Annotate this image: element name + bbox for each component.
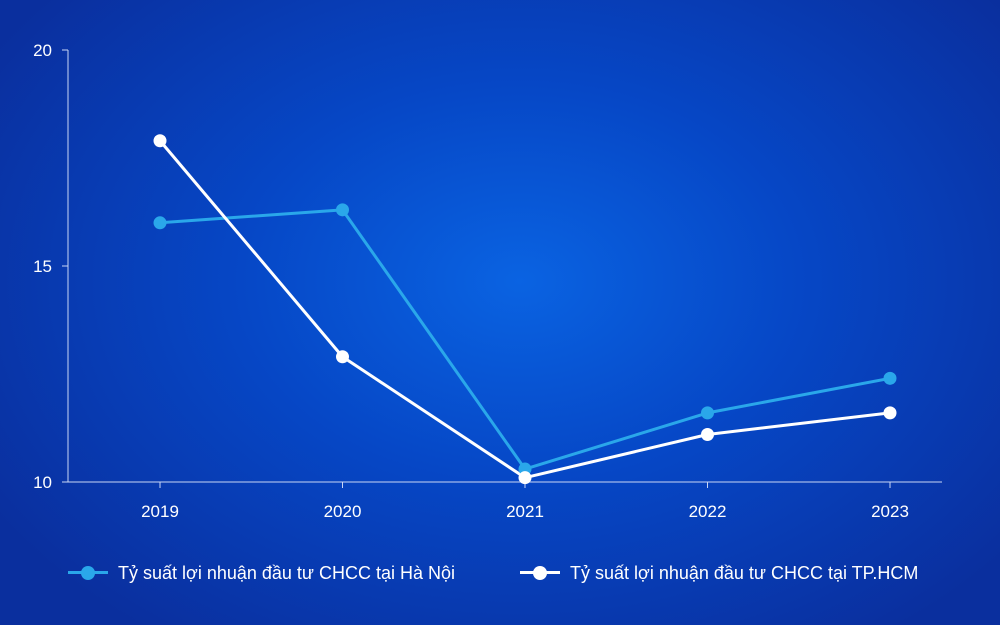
x-tick-label: 2019	[141, 502, 179, 521]
data-point-1-2	[518, 471, 532, 485]
series-line-0	[159, 208, 891, 471]
x-tick-label: 2021	[506, 502, 544, 521]
data-point-1-4	[883, 406, 897, 420]
y-tick-label: 20	[33, 41, 52, 60]
y-tick-label: 10	[33, 473, 52, 492]
legend-swatch-hcm	[520, 556, 560, 590]
data-point-1-0	[153, 134, 167, 148]
legend-item-hcm: Tỷ suất lợi nhuận đầu tư CHCC tại TP.HCM	[520, 556, 918, 590]
data-point-1-1	[336, 350, 349, 364]
x-tick-label: 2020	[324, 502, 362, 521]
data-point-0-0	[153, 216, 167, 230]
data-point-0-1	[336, 203, 349, 217]
series-line-1	[158, 139, 891, 480]
legend-label-hcm: Tỷ suất lợi nhuận đầu tư CHCC tại TP.HCM	[570, 562, 919, 583]
x-tick-label: 2023	[871, 502, 909, 521]
legend-label-hanoi: Tỷ suất lợi nhuận đầu tư CHCC tại Hà Nội	[118, 562, 455, 583]
data-point-0-4	[883, 371, 897, 385]
y-tick-label: 15	[33, 257, 52, 276]
data-point-0-3	[701, 406, 714, 420]
data-point-1-3	[701, 427, 714, 441]
x-tick-label: 2022	[689, 502, 727, 521]
legend-swatch-hanoi	[68, 556, 108, 590]
legend: Tỷ suất lợi nhuận đầu tư CHCC tại Hà Nội…	[0, 556, 1000, 590]
legend-item-hanoi: Tỷ suất lợi nhuận đầu tư CHCC tại Hà Nội	[68, 556, 455, 590]
